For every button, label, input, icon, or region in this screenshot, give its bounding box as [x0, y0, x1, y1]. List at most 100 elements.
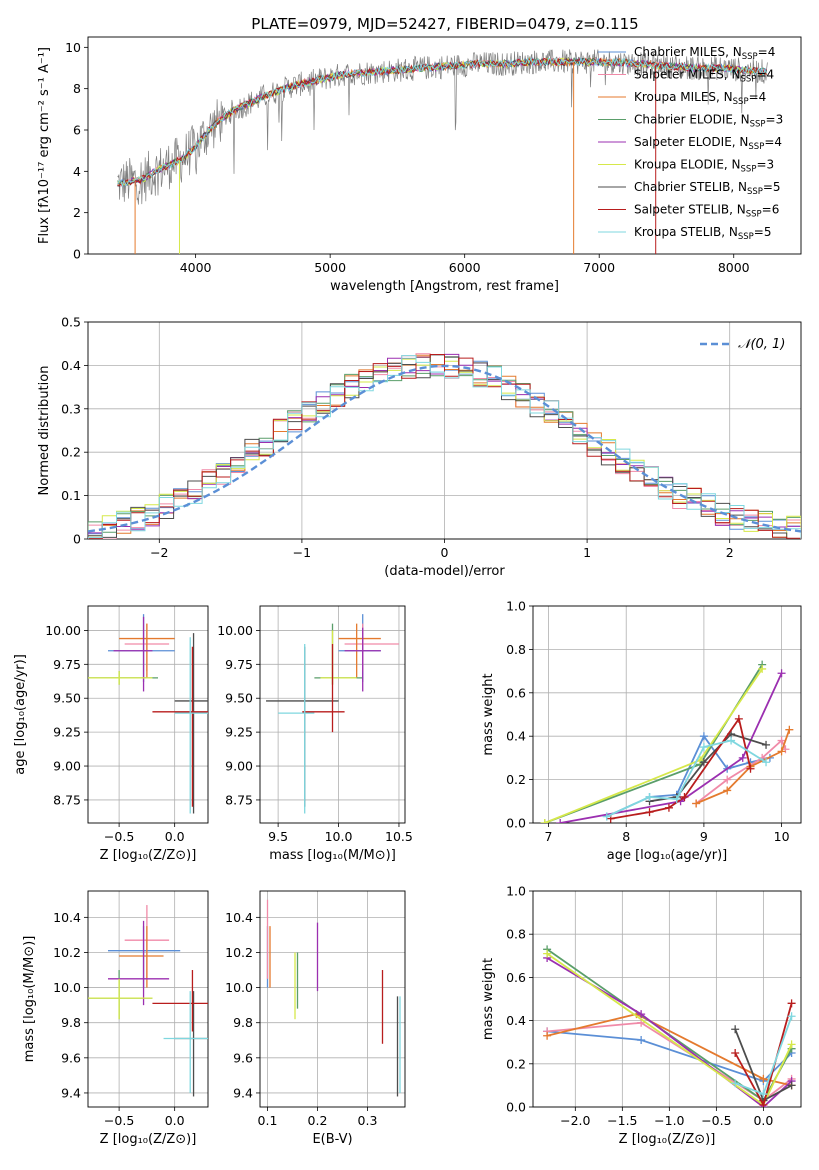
x-tick-label: 2: [726, 545, 734, 560]
massweight-marker: [746, 764, 755, 773]
massweight-marker: [731, 1079, 740, 1088]
massweight-marker: [723, 775, 732, 784]
y-tick-label: 9.75: [225, 657, 253, 672]
spectrum-legend: Chabrier MILES, NSSP=4 Salpeter MILES, NS…: [598, 45, 783, 242]
massweight-marker: [738, 753, 747, 762]
errorbar-point: [88, 970, 153, 1020]
massweight-marker: [758, 664, 767, 673]
y-tick-label: 6: [73, 123, 81, 138]
errorbar-point: [113, 616, 153, 692]
errorbar-point: [302, 643, 345, 733]
legend-entry: Kroupa MILES, NSSP=4: [634, 90, 766, 107]
age_vs_mass-axes: 9.5 10.0 10.5 8.75 9.00 9.25 9.50 9.75 10.00 mass…: [217, 605, 413, 863]
x-tick-label: 4000: [180, 260, 212, 275]
massweight-line: [606, 739, 767, 818]
errorbar-point: [163, 991, 208, 1093]
massweight_vs_Z-ylabel: mass weight: [481, 958, 496, 1040]
x-tick-label: 5000: [314, 260, 346, 275]
massweight-marker: [787, 1012, 796, 1021]
y-tick-label: 0.2: [506, 1056, 526, 1071]
massweight-marker: [540, 819, 549, 823]
gaussian-legend-label: 𝒩(0, 1): [738, 337, 785, 352]
spectrum-xlabel: wavelength [Angstrom, rest frame]: [330, 279, 559, 294]
errorbar-point: [152, 970, 208, 1032]
y-tick-label: 0: [73, 247, 81, 262]
y-tick-label: 0.2: [61, 445, 81, 460]
massweight-marker: [762, 740, 771, 749]
massweight-marker: [699, 732, 708, 741]
y-tick-label: 8.75: [53, 792, 81, 807]
y-tick-label: 0.6: [506, 685, 526, 700]
massweight-marker: [699, 743, 708, 752]
x-tick-label: 0.2: [308, 1113, 328, 1128]
y-tick-label: 0.8: [506, 927, 526, 942]
massweight_vs_age-ylabel: mass weight: [481, 673, 496, 755]
massweight-marker: [637, 1036, 646, 1045]
massweight_vs_age-xlabel: age [log₁₀(age/yr)]: [607, 848, 728, 863]
y-tick-label: 9.4: [61, 1085, 81, 1100]
y-tick-label: 0.0: [506, 816, 526, 831]
y-tick-label: 1.0: [506, 599, 526, 614]
massweight-series: [540, 660, 767, 823]
plot-frame: [532, 605, 802, 824]
massweight-marker: [543, 1031, 552, 1040]
massweight-marker: [777, 747, 786, 756]
legend-entry: Salpeter ELODIE, NSSP=4: [634, 135, 782, 152]
errorbar-point: [338, 614, 381, 682]
y-tick-label: 10.4: [225, 910, 253, 925]
x-tick-label: 9: [700, 829, 708, 844]
model-spectrum-line: [117, 57, 768, 188]
legend-entry: Salpeter MILES, NSSP=4: [634, 68, 774, 85]
plot-frame: [259, 890, 406, 1108]
x-tick-label: 6000: [449, 260, 481, 275]
y-tick-label: 9.6: [61, 1050, 81, 1065]
x-tick-label: −0.5: [701, 1113, 731, 1128]
massweight-series: [731, 999, 796, 1107]
errorbar-point: [266, 646, 339, 807]
legend-entry: Salpeter STELIB, NSSP=6: [634, 203, 779, 220]
model-spectrum-line: [117, 57, 767, 187]
y-tick-label: 0.1: [61, 488, 81, 503]
errorbar-point: [344, 627, 381, 692]
y-tick-label: 0.0: [506, 1100, 526, 1115]
errorbar-point: [174, 633, 208, 814]
plot-frame: [87, 36, 802, 255]
errorbar-point: [108, 920, 170, 1006]
residual-histogram: [88, 355, 801, 539]
massweight-series: [556, 669, 786, 823]
x-tick-label: 10.0: [325, 829, 353, 844]
massweight-marker: [556, 819, 565, 823]
x-tick-label: 0: [441, 545, 449, 560]
x-tick-label: 7: [545, 829, 553, 844]
y-tick-label: 9.25: [53, 725, 81, 740]
y-tick-label: 9.8: [61, 1015, 81, 1030]
plot-frame: [87, 605, 209, 824]
massweight-line: [560, 672, 783, 823]
x-tick-label: 10.5: [385, 829, 413, 844]
y-tick-label: 8.75: [225, 792, 253, 807]
y-tick-label: 9.8: [233, 1015, 253, 1030]
y-tick-label: 0.4: [61, 358, 81, 373]
mass_vs_ebv-xlabel: E(B-V): [312, 1132, 352, 1147]
x-tick-label: −0.5: [104, 829, 134, 844]
age_vs_Z-ylabel: age [log₁₀(age/yr)]: [13, 654, 28, 775]
y-tick-label: 0.2: [506, 772, 526, 787]
y-tick-label: 4: [73, 164, 81, 179]
massweight-marker: [759, 1100, 768, 1107]
massweight-marker: [727, 736, 736, 745]
gaussian-curve: [88, 364, 801, 533]
errorbar-point: [174, 637, 208, 814]
mass_vs_Z-xlabel: Z [log₁₀(Z/Z⊙)]: [100, 1132, 197, 1147]
massweight_vs_Z-axes: −2.0 −1.5 −1.0 −0.5 0.0 0.0 0.2 0.4 0.6 0.8 1.0 Z […: [481, 884, 802, 1147]
legend-entry: Chabrier MILES, NSSP=4: [634, 45, 775, 62]
massweight-marker: [777, 669, 786, 678]
x-tick-label: 0.0: [165, 1113, 185, 1128]
age_vs_mass-xlabel: mass [log₁₀(M/M⊙)]: [269, 848, 396, 863]
y-tick-label: 0.3: [61, 401, 81, 416]
y-tick-label: 2: [73, 205, 81, 220]
legend-entry: Chabrier STELIB, NSSP=5: [634, 180, 781, 197]
mass_vs_Z-axes: −0.5 0.0 9.4 9.6 9.8 10.0 10.2 10.4 Z [log₁₀(Z/Z…: [22, 890, 209, 1147]
massweight-marker: [645, 808, 654, 817]
massweight-marker: [777, 736, 786, 745]
